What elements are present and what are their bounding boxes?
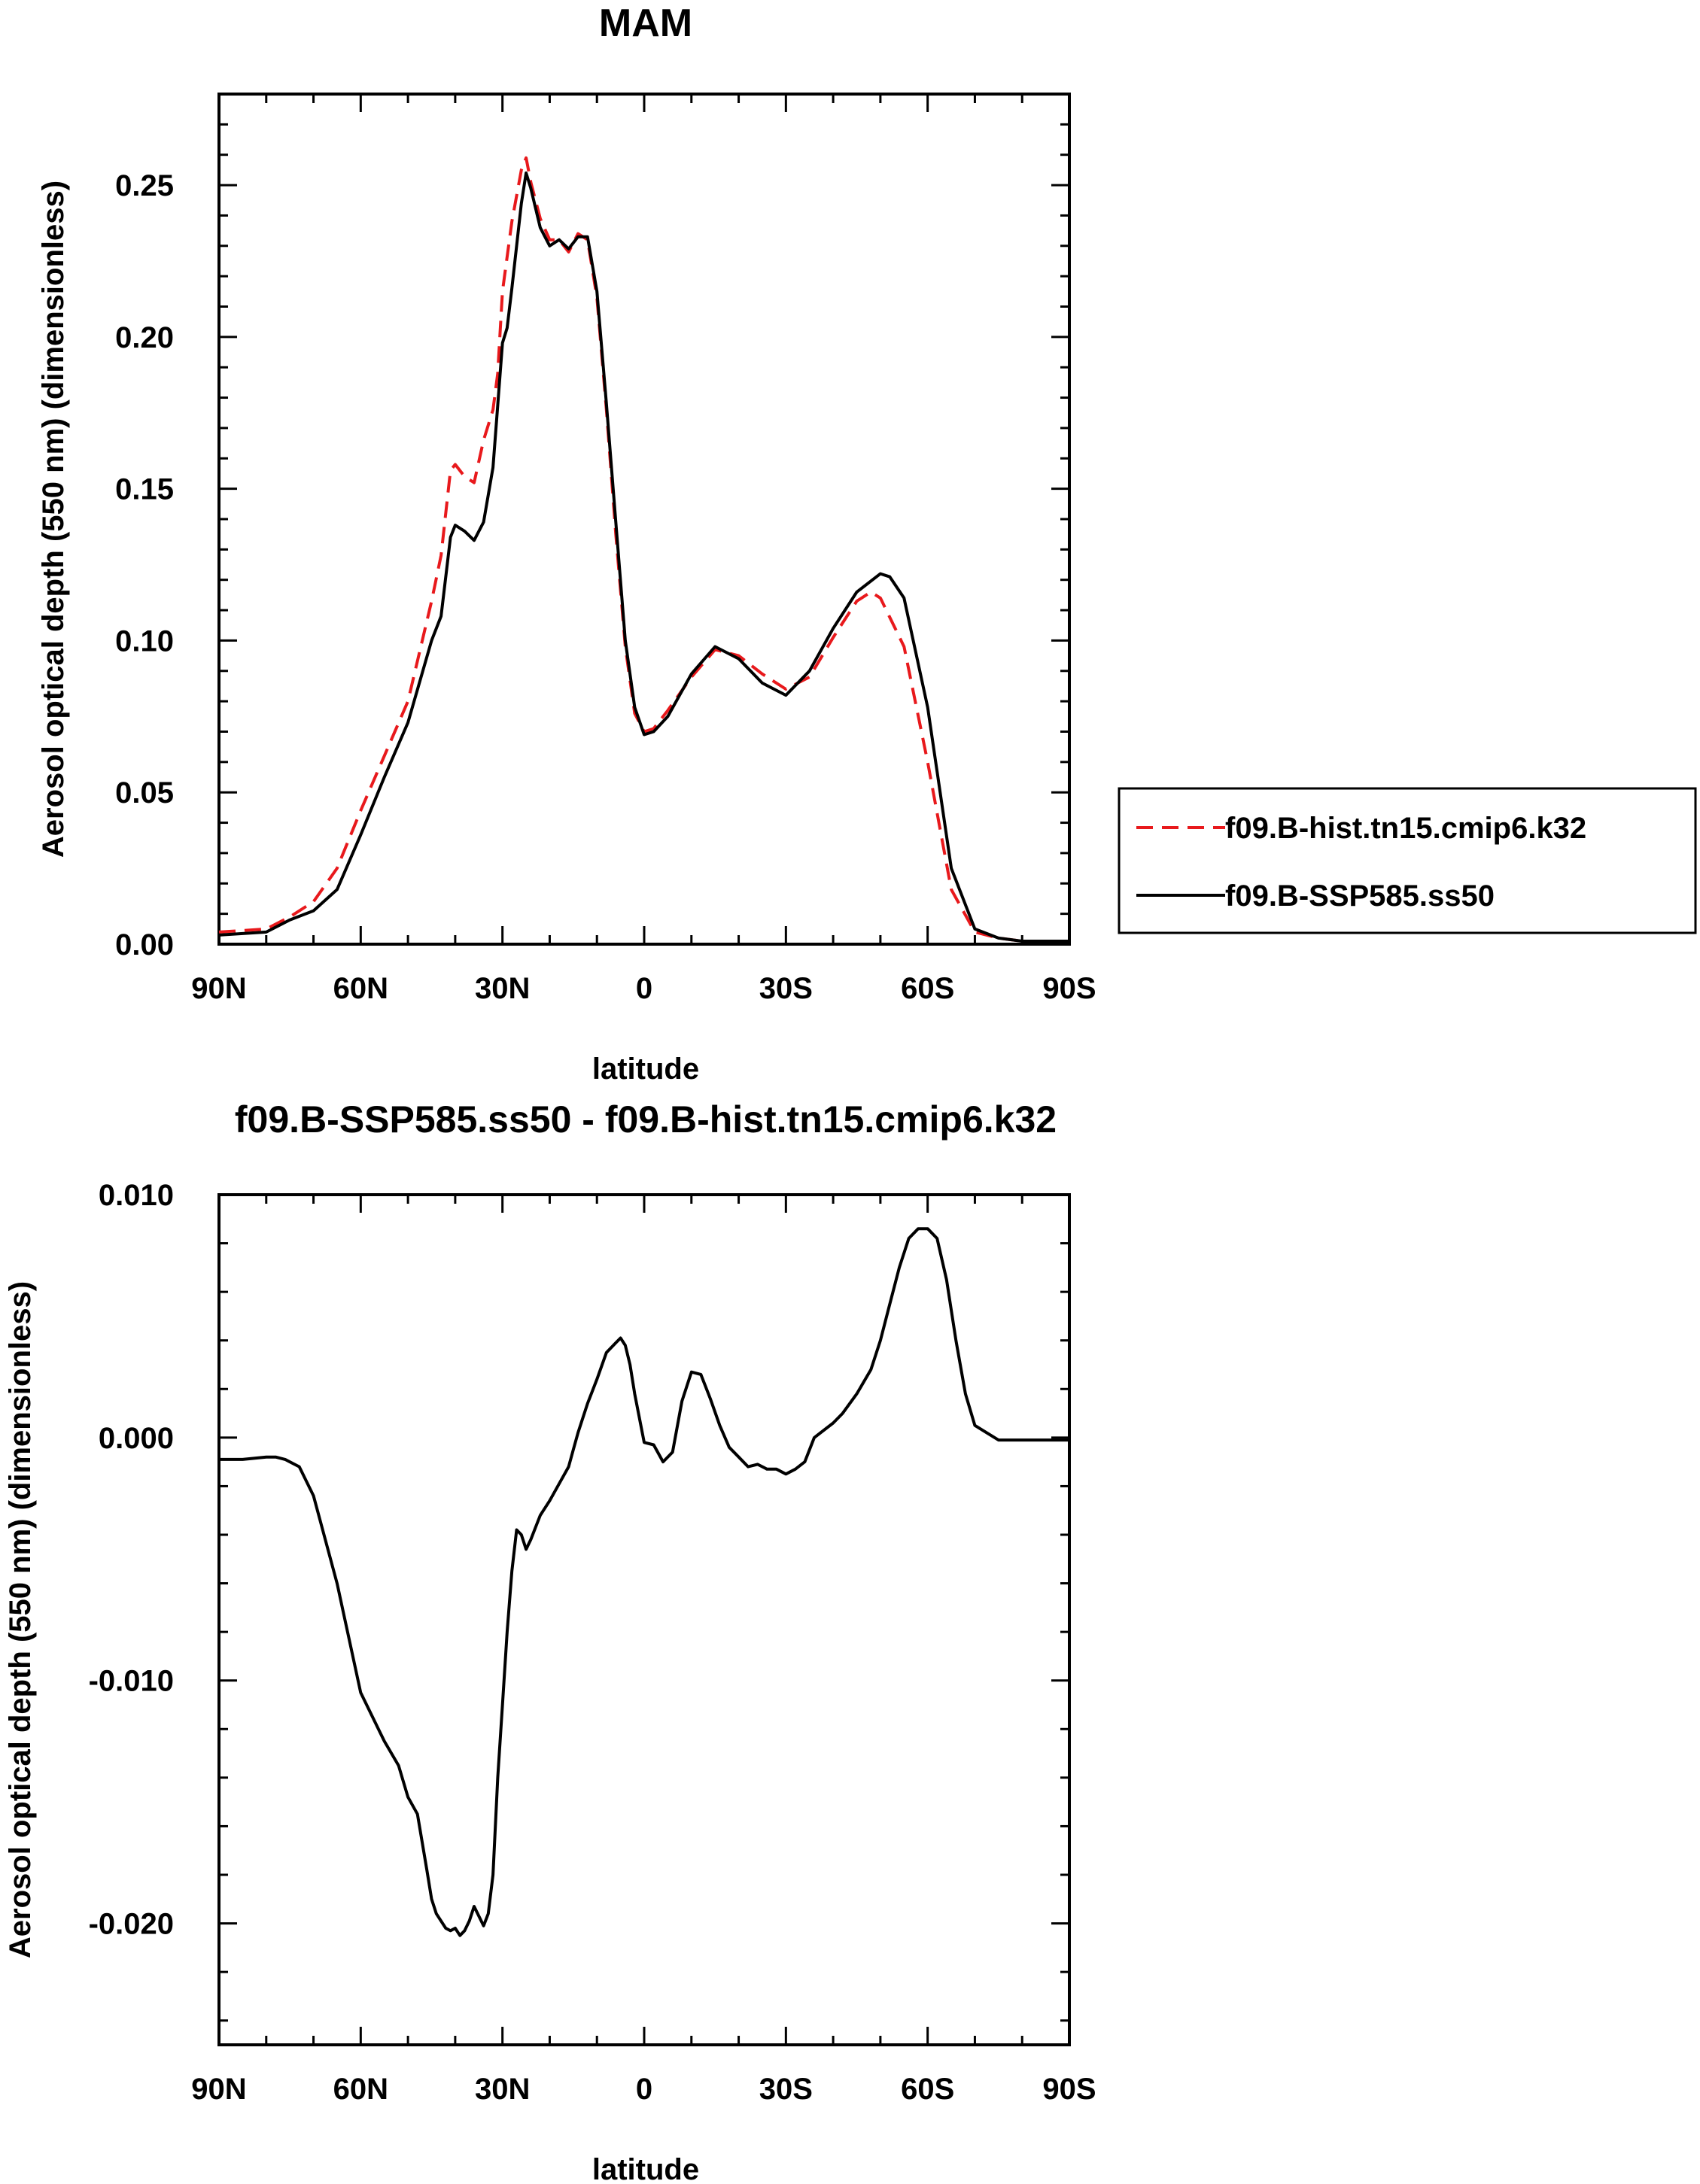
- bottom-plot-frame: [217, 1193, 1071, 2046]
- bottom-x-axis-label: latitude: [592, 2153, 699, 2184]
- top-x-tick-label: 60N: [333, 972, 388, 1005]
- bottom-series-lines: [219, 1227, 1069, 1937]
- bottom-x-tick-label: 60N: [333, 2073, 388, 2106]
- top-series-line-1: [218, 171, 1069, 943]
- legend-label-ssp585: f09.B-SSP585.ss50: [1225, 879, 1495, 913]
- bottom-x-tick-label: 30N: [475, 2073, 530, 2106]
- bottom-x-tick-label: 90S: [1042, 2073, 1096, 2106]
- bottom-series-line-0: [219, 1227, 1069, 1937]
- top-x-tick-label: 60S: [901, 972, 954, 1005]
- top-y-tick-label: 0.05: [115, 776, 174, 810]
- top-y-tick-label: 0.15: [115, 473, 174, 506]
- top-x-axis-label: latitude: [592, 1053, 699, 1086]
- bottom-ticks: 90N 60N 30N 0 30S 60S 90S 0.010 0.000 -0.010 -0.02…: [89, 1179, 1096, 2106]
- top-x-tick-label: 30N: [475, 972, 530, 1005]
- top-y-tick-label: 0.25: [115, 169, 174, 202]
- legend-label-hist: f09.B-hist.tn15.cmip6.k32: [1225, 812, 1586, 845]
- top-series-lines: [218, 156, 1069, 943]
- bottom-x-tick-label: 30S: [759, 2073, 813, 2106]
- bottom-y-axis-label: Aerosol optical depth (550 nm) (dimensio…: [4, 1281, 37, 1958]
- top-x-tick-label: 90S: [1042, 972, 1096, 1005]
- top-series-line-0: [218, 156, 1069, 943]
- top-y-tick-label: 0.10: [115, 624, 174, 658]
- legend-box: [1118, 787, 1697, 934]
- bottom-panel: f09.B-SSP585.ss50 - f09.B-hist.tn15.cmip…: [4, 1098, 1096, 2184]
- top-y-tick-label: 0.00: [115, 928, 174, 961]
- top-x-tick-label: 0: [636, 972, 652, 1005]
- top-x-tick-label: 90N: [191, 972, 246, 1005]
- bottom-y-tick-label: 0.000: [99, 1422, 174, 1455]
- bottom-y-tick-label: -0.020: [89, 1908, 174, 1941]
- top-y-axis-label: Aerosol optical depth (550 nm) (dimensio…: [37, 181, 70, 858]
- bottom-x-tick-label: 90N: [191, 2073, 246, 2106]
- top-ticks: 90N 60N 30N 0 30S 60S 90S 0.00 0.05 0.10 0.15 0.20 0…: [115, 93, 1096, 1005]
- bottom-y-tick-label: 0.010: [99, 1179, 174, 1212]
- legend: f09.B-hist.tn15.cmip6.k32 f09.B-SSP585.s…: [1118, 787, 1697, 934]
- bottom-y-tick-label: -0.010: [89, 1665, 174, 1698]
- top-x-tick-label: 30S: [759, 972, 813, 1005]
- top-plot-frame: [217, 93, 1071, 946]
- bottom-x-tick-label: 60S: [901, 2073, 954, 2106]
- top-chart-title: MAM: [599, 2, 692, 45]
- top-y-tick-label: 0.20: [115, 321, 174, 354]
- bottom-chart-title: f09.B-SSP585.ss50 - f09.B-hist.tn15.cmip…: [235, 1098, 1057, 1141]
- top-panel: MAM 90N 60N 30N 0 30S 60S 90S 0.00 0.05 0.10 0.15 0…: [37, 2, 1697, 1086]
- bottom-x-tick-label: 0: [636, 2073, 652, 2106]
